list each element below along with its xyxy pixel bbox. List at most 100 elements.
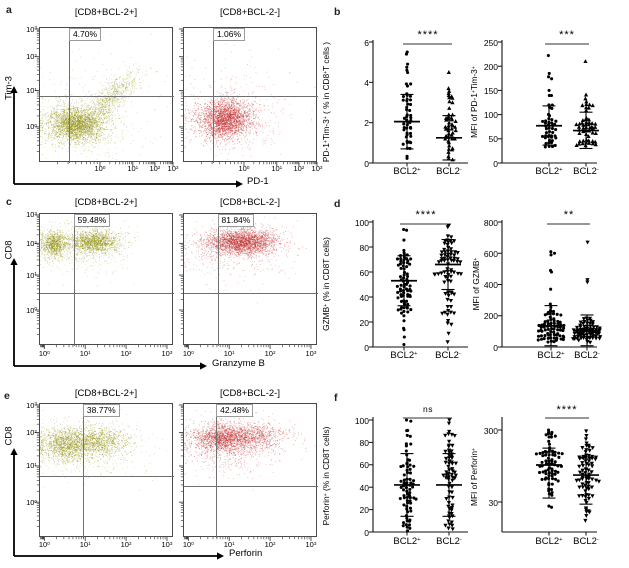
axis-tick-label: 0: [364, 158, 369, 169]
category-label: BCL2+: [535, 536, 563, 547]
flow-dot-cloud-canvas: [40, 28, 174, 163]
flow-dot-cloud-canvas: [184, 28, 318, 163]
axis-tick-label: 200: [483, 311, 498, 322]
axis-tick-label: 102: [264, 349, 276, 358]
axis-tick-label: 80: [359, 437, 369, 448]
panel-label-e: e: [4, 390, 10, 402]
axis-tick-label: 20: [359, 317, 369, 328]
axis-tick-label: 101: [223, 349, 235, 358]
significance-marker: ns: [423, 404, 433, 414]
axis-tick-label: 30: [488, 497, 498, 508]
gate-line-vertical: [82, 404, 84, 538]
axis-tick-label: 50: [488, 134, 498, 145]
y-axis-label: CD8: [3, 426, 15, 446]
axis-tick-label: 101: [26, 85, 37, 95]
axis-tick-label: 101: [223, 540, 235, 549]
x-axis-label: Perforin: [229, 548, 263, 559]
panel-label-b: b: [334, 6, 341, 18]
axis-tick-label: 100: [26, 497, 37, 507]
gate-line-vertical: [212, 28, 214, 163]
gate-percentage: 42.48%: [216, 404, 253, 417]
axis-tick-label: 100: [26, 305, 37, 315]
axis-tick-label: 102: [26, 238, 37, 248]
panel-label-f: f: [334, 392, 338, 404]
axis-tick-label: 101: [26, 270, 37, 280]
category-label: BCL2+: [390, 350, 418, 361]
axis-tick-label: 102: [120, 349, 132, 358]
gate-line-vertical: [217, 214, 219, 346]
axis-tick-label: 40: [359, 482, 369, 493]
axis-tick-label: 103: [26, 400, 37, 410]
axis-tick-label: 102: [264, 540, 276, 549]
flow-plot-title: [CD8+BCL-2+]: [74, 388, 138, 399]
flow-plot-area: 38.77%: [39, 403, 174, 538]
gate-percentage: 81.84%: [217, 214, 255, 227]
axis-tick-label: 101: [79, 349, 91, 358]
category-label: BCL2-: [573, 536, 599, 547]
axis-tick-label: 100: [38, 540, 50, 549]
x-axis-label: Granzyme B: [212, 358, 265, 369]
axis-tick-label: 103: [305, 349, 317, 358]
flow-dot-cloud-canvas: [184, 404, 318, 538]
significance-marker: ****: [417, 29, 439, 41]
category-label: BCL2-: [436, 536, 462, 547]
axis-tick-label: 0: [493, 342, 498, 353]
axis-tick-label: 6: [364, 37, 369, 48]
axis-tick-label: 102: [26, 52, 37, 62]
axis-tick-label: 101: [271, 164, 283, 173]
axis-tick-label: 100: [483, 110, 498, 121]
panel-label-c: c: [6, 196, 12, 208]
y-axis-label: PD-1+Tim-3+ ( % in CD8+T cells ): [321, 41, 331, 163]
axis-tick-label: 0: [364, 527, 369, 538]
flow-plot-title: [CD8+BCL-2-]: [220, 197, 280, 208]
axis-tick-label: 0: [364, 342, 369, 353]
flow-dot-cloud-canvas: [40, 404, 174, 538]
gate-percentage: 4.70%: [68, 28, 102, 41]
axis-tick-label: 4: [364, 77, 369, 88]
category-label: BCL2+: [535, 166, 563, 177]
axis-tick-label: 102: [120, 540, 132, 549]
axis-tick-label: 101: [26, 461, 37, 471]
axis-tick-label: 100: [182, 540, 194, 549]
gate-line-vertical: [73, 214, 75, 346]
gate-line-vertical: [68, 28, 70, 163]
category-label: BCL2+: [393, 166, 421, 177]
panel-label-a: a: [6, 4, 12, 16]
axis-tick-label: 150: [483, 85, 498, 96]
gate-line-horizontal: [184, 292, 318, 294]
gate-percentage: 38.77%: [82, 404, 120, 417]
axis-tick-label: 103: [161, 540, 173, 549]
category-label: BCL2-: [574, 350, 600, 361]
y-axis-label: Tim-3: [3, 76, 15, 100]
axis-tick-label: 300: [483, 425, 498, 436]
axis-tick-label: 40: [359, 292, 369, 303]
flow-dot-cloud-canvas: [184, 214, 318, 346]
gate-line-horizontal: [184, 95, 318, 97]
significance-marker: ****: [415, 209, 437, 221]
flow-plot-area: 1.06%: [183, 27, 318, 163]
axis-tick-label: 200: [483, 61, 498, 72]
axis-tick-label: 80: [359, 242, 369, 253]
y-axis-label: MFI of PD-1+Tim-3+: [469, 66, 479, 138]
flow-plot-area: 42.48%: [183, 403, 318, 538]
flow-plot-title: [CD8+BCL-2-]: [220, 388, 280, 399]
gate-line-horizontal: [184, 486, 318, 488]
y-axis-label: CD8: [3, 240, 15, 260]
flow-plot-title: [CD8+BCL-2+]: [74, 7, 138, 18]
gate-line-horizontal: [40, 476, 174, 478]
axis-tick-label: 103: [26, 210, 37, 220]
axis-tick-label: 103: [311, 164, 323, 173]
axis-tick-label: 60: [359, 460, 369, 471]
category-label: BCL2-: [436, 166, 462, 177]
axis-tick-label: 103: [26, 24, 37, 34]
axis-tick-label: 102: [293, 164, 305, 173]
panel-label-d: d: [334, 198, 341, 210]
flow-plot-title: [CD8+BCL-2+]: [74, 197, 138, 208]
axis-tick-label: 101: [79, 540, 91, 549]
category-label: BCL2+: [393, 536, 421, 547]
axis-tick-label: 20: [359, 505, 369, 516]
axis-tick-label: 103: [305, 540, 317, 549]
y-axis-label: Perforin+ (% in CD8T cells): [321, 426, 331, 526]
category-label: BCL2-: [573, 166, 599, 177]
